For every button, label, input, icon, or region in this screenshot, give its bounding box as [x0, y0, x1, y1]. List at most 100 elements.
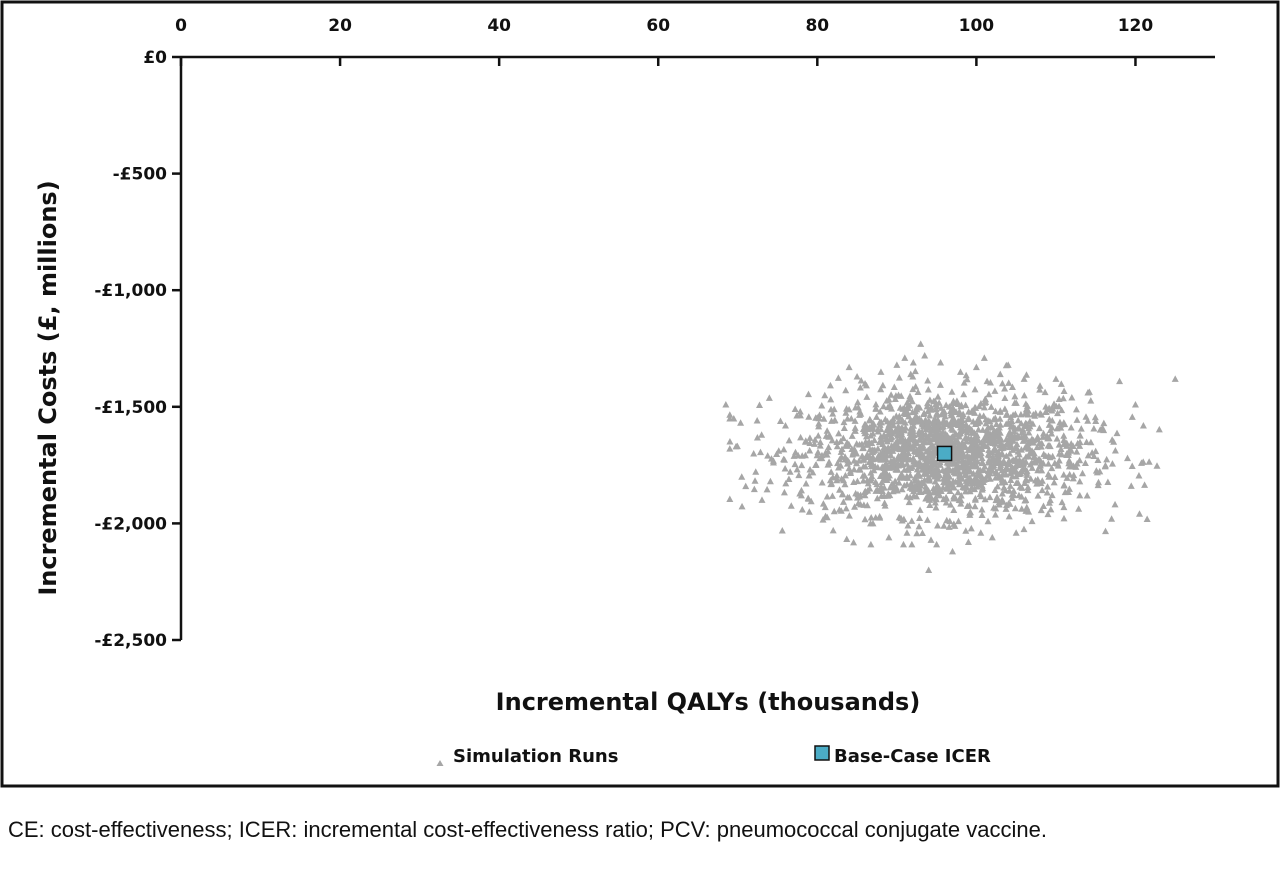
simulation-run-point — [1014, 416, 1022, 424]
simulation-run-point — [877, 436, 885, 444]
simulation-run-point — [886, 483, 894, 491]
simulation-run-point — [903, 460, 911, 467]
simulation-run-point — [807, 497, 815, 505]
simulation-run-point — [1020, 375, 1028, 382]
simulation-run-point — [869, 430, 877, 437]
simulation-run-point — [998, 490, 1006, 497]
simulation-run-point — [813, 414, 821, 421]
simulation-run-point — [994, 482, 1002, 490]
simulation-run-point — [888, 405, 896, 412]
simulation-run-point — [858, 440, 866, 447]
simulation-run-point — [1079, 469, 1087, 477]
simulation-run-point — [964, 538, 972, 546]
simulation-run-point — [829, 410, 837, 417]
simulation-run-point — [1087, 397, 1095, 404]
scatter-chart: 0 20 40 60 80 100 120 £0 -£500 -£1,000 -£1,500 -£2,… — [0, 0, 1280, 788]
simulation-run-point — [1027, 475, 1035, 482]
simulation-run-point — [1051, 473, 1059, 481]
simulation-run-point — [901, 436, 909, 444]
y-axis-title: Incremental Costs (£, millions) — [34, 180, 62, 595]
simulation-run-point — [833, 476, 841, 484]
simulation-run-point — [952, 478, 960, 485]
simulation-run-point — [1006, 420, 1014, 427]
simulation-run-point — [924, 455, 932, 463]
simulation-run-point — [1052, 402, 1060, 410]
simulation-run-point — [892, 483, 900, 491]
simulation-run-point — [915, 415, 923, 422]
simulation-run-point — [842, 386, 850, 394]
simulation-run-point — [802, 437, 810, 444]
simulation-run-point — [1007, 413, 1015, 421]
simulation-run-point — [922, 430, 930, 438]
simulation-run-point — [1023, 443, 1031, 451]
simulation-run-point — [805, 472, 813, 479]
simulation-run-point — [991, 511, 999, 518]
simulation-run-point — [1116, 377, 1124, 385]
simulation-run-point — [889, 457, 897, 465]
simulation-run-point — [914, 485, 922, 493]
simulation-run-point — [892, 392, 900, 399]
simulation-run-point — [880, 402, 888, 410]
simulation-run-point — [1111, 447, 1119, 454]
simulation-run-point — [867, 469, 875, 476]
simulation-run-point — [959, 451, 967, 458]
simulation-run-point — [790, 452, 798, 459]
simulation-run-point — [872, 400, 880, 408]
simulation-run-point — [1006, 443, 1014, 451]
simulation-run-point — [816, 442, 824, 449]
simulation-run-point — [873, 413, 881, 420]
simulation-run-point — [975, 437, 983, 444]
simulation-run-point — [932, 411, 940, 418]
simulation-run-point — [955, 408, 963, 415]
simulation-run-point — [853, 477, 861, 485]
simulation-run-point — [841, 480, 849, 488]
simulation-run-point — [826, 381, 834, 389]
simulation-run-point — [1023, 471, 1031, 478]
simulation-run-point — [990, 415, 998, 423]
simulation-run-point — [1061, 488, 1069, 496]
simulation-run-point — [863, 393, 871, 400]
simulation-run-point — [972, 418, 980, 426]
simulation-run-point — [893, 437, 901, 444]
simulation-run-point — [931, 499, 939, 506]
simulation-run-point — [974, 457, 982, 465]
simulation-run-point — [809, 468, 817, 476]
simulation-run-point — [931, 478, 939, 485]
simulation-run-point — [922, 448, 930, 455]
simulation-run-point — [867, 513, 875, 521]
simulation-run-point — [962, 527, 970, 534]
simulation-run-point — [996, 434, 1004, 442]
simulation-run-point — [913, 459, 921, 467]
simulation-run-point — [897, 434, 905, 441]
simulation-run-point — [914, 388, 922, 395]
simulation-run-point — [1060, 481, 1068, 489]
simulation-run-point — [862, 420, 870, 428]
simulation-run-point — [939, 427, 947, 435]
simulation-run-point — [872, 404, 880, 412]
simulation-run-point — [1048, 429, 1056, 437]
simulation-run-point — [996, 415, 1004, 422]
simulation-run-point — [913, 529, 921, 537]
simulation-run-point — [837, 448, 845, 455]
simulation-run-point — [950, 520, 958, 527]
simulation-run-point — [1038, 477, 1046, 484]
simulation-run-point — [1013, 440, 1021, 448]
simulation-run-point — [912, 383, 920, 390]
simulation-run-point — [905, 434, 913, 441]
simulation-run-point — [1015, 491, 1023, 499]
simulation-run-point — [1043, 489, 1051, 496]
simulation-run-point — [1102, 527, 1110, 535]
simulation-run-point — [828, 436, 836, 444]
simulation-run-point — [957, 401, 965, 408]
y-tick-label: -£1,000 — [94, 281, 167, 301]
simulation-run-point — [1039, 502, 1047, 510]
simulation-run-point — [1042, 408, 1050, 415]
simulation-run-point — [1058, 450, 1066, 458]
simulation-run-point — [1048, 407, 1056, 414]
simulation-run-point — [856, 408, 864, 415]
simulation-run-point — [776, 417, 784, 425]
simulation-points-group — [722, 340, 1179, 574]
simulation-run-point — [906, 493, 914, 501]
simulation-run-point — [994, 449, 1002, 456]
simulation-run-point — [1020, 391, 1028, 399]
